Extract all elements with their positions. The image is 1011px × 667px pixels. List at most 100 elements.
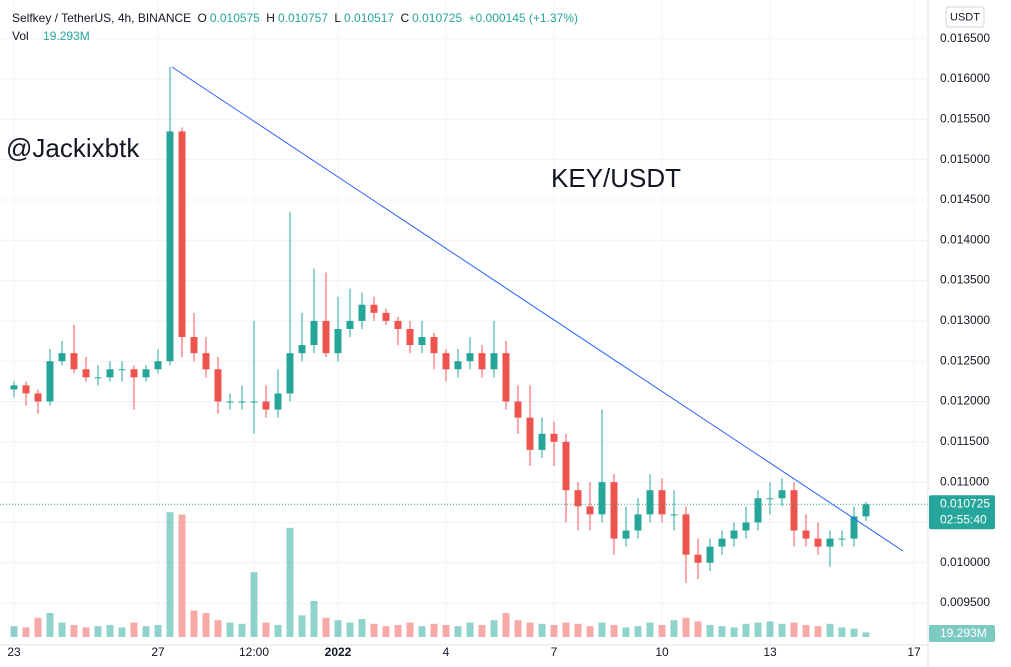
volume-bar <box>478 625 486 637</box>
candle-body <box>646 490 654 515</box>
candle-body <box>502 353 510 402</box>
candle-body <box>166 131 174 362</box>
y-tick-label: 0.012500 <box>940 353 990 367</box>
volume-bar <box>214 620 222 637</box>
volume-bar <box>766 621 774 637</box>
volume-bar <box>58 622 66 637</box>
candle-body <box>130 369 138 378</box>
annotation: KEY/USDT <box>551 163 681 193</box>
volume-bar <box>802 625 810 637</box>
volume-bar <box>94 626 102 637</box>
x-tick-label: 12:00 <box>239 645 269 659</box>
volume-bar <box>814 626 822 637</box>
candle-body <box>754 498 762 523</box>
candle-body <box>562 441 570 491</box>
candle-body <box>118 369 126 371</box>
volume-row: Vol 19.293M <box>12 27 581 45</box>
volume-bar <box>646 622 654 637</box>
volume-bar <box>382 626 390 637</box>
currency-button[interactable] <box>945 6 985 28</box>
volume-bar <box>226 622 234 637</box>
volume-bar <box>742 623 750 637</box>
candle-body <box>298 345 306 354</box>
volume-badge <box>929 625 995 642</box>
volume-bar <box>310 601 318 637</box>
candles <box>10 66 870 583</box>
candle-body <box>454 361 462 370</box>
volume-bar <box>526 622 534 637</box>
volume-bar <box>250 572 258 637</box>
candle-body <box>238 401 246 403</box>
volume-bar <box>166 512 174 637</box>
ohlc-key: H <box>266 11 275 25</box>
candle-body <box>190 337 198 354</box>
volume-bar <box>202 613 210 637</box>
y-tick-label: 0.013500 <box>940 273 990 287</box>
candle-body <box>730 530 738 539</box>
candle-body <box>586 506 594 515</box>
volume-bar <box>142 626 150 637</box>
y-tick-label: 0.015000 <box>940 152 990 166</box>
candle-body <box>838 538 846 540</box>
candle-body <box>862 504 870 517</box>
candle-body <box>250 401 258 403</box>
candle-body <box>490 353 498 370</box>
candle-body <box>718 538 726 547</box>
volume-bar <box>538 623 546 637</box>
volume-bar <box>634 626 642 637</box>
y-tick-label: 0.012000 <box>940 394 990 408</box>
volume-bar <box>694 621 702 637</box>
candle-body <box>334 328 342 354</box>
volume-bar <box>34 617 42 637</box>
candle-body <box>406 328 414 346</box>
volume-bar <box>262 622 270 637</box>
candle-body <box>322 320 330 354</box>
legend-header: Selfkey / TetherUS, 4h, BINANCE O 0.01057… <box>12 9 581 45</box>
candle-body <box>598 482 606 515</box>
candle-body <box>286 353 294 394</box>
volume-bar <box>826 623 834 637</box>
ohlc-row: Selfkey / TetherUS, 4h, BINANCE O 0.01057… <box>12 9 581 27</box>
candle-body <box>382 312 390 321</box>
volume-bar <box>334 620 342 637</box>
ohlc-value: 0.010575 <box>209 11 260 25</box>
candle-body <box>418 337 426 346</box>
candle-body <box>34 393 42 402</box>
last-price-label: 0.010725 <box>940 496 990 510</box>
volume-bar <box>298 615 306 637</box>
volume-bar <box>490 620 498 637</box>
candle-body <box>358 304 366 321</box>
candle-body <box>514 401 522 418</box>
volume-bar <box>286 527 294 637</box>
candle-body <box>658 490 666 515</box>
volume-bar <box>106 625 114 637</box>
candle-body <box>142 369 150 378</box>
volume-bar <box>370 623 378 637</box>
x-tick-label: 7 <box>551 645 558 659</box>
volume-bar <box>190 610 198 637</box>
candle-body <box>814 538 822 547</box>
volume-bar <box>574 623 582 637</box>
candle-body <box>802 530 810 539</box>
y-tick-label: 0.014500 <box>940 192 990 206</box>
volume-bar <box>670 620 678 637</box>
volume-badge-label: 19.293M <box>940 626 987 640</box>
candle-body <box>178 131 186 338</box>
volume-bar <box>658 625 666 637</box>
candle-body <box>682 514 690 555</box>
currency-label: USDT <box>950 11 980 23</box>
volume-bar <box>442 625 450 637</box>
volume-bar <box>394 625 402 637</box>
countdown: 02:55:40 <box>940 512 987 526</box>
candle-body <box>226 401 234 403</box>
candle-body <box>670 514 678 516</box>
volume-bar <box>430 623 438 637</box>
candle-body <box>826 538 834 547</box>
volume-bar <box>598 622 606 637</box>
y-tick-label: 0.015500 <box>940 111 990 125</box>
candle-body <box>610 482 618 539</box>
volume-bar <box>274 625 282 637</box>
x-tick-label: 23 <box>7 645 21 659</box>
